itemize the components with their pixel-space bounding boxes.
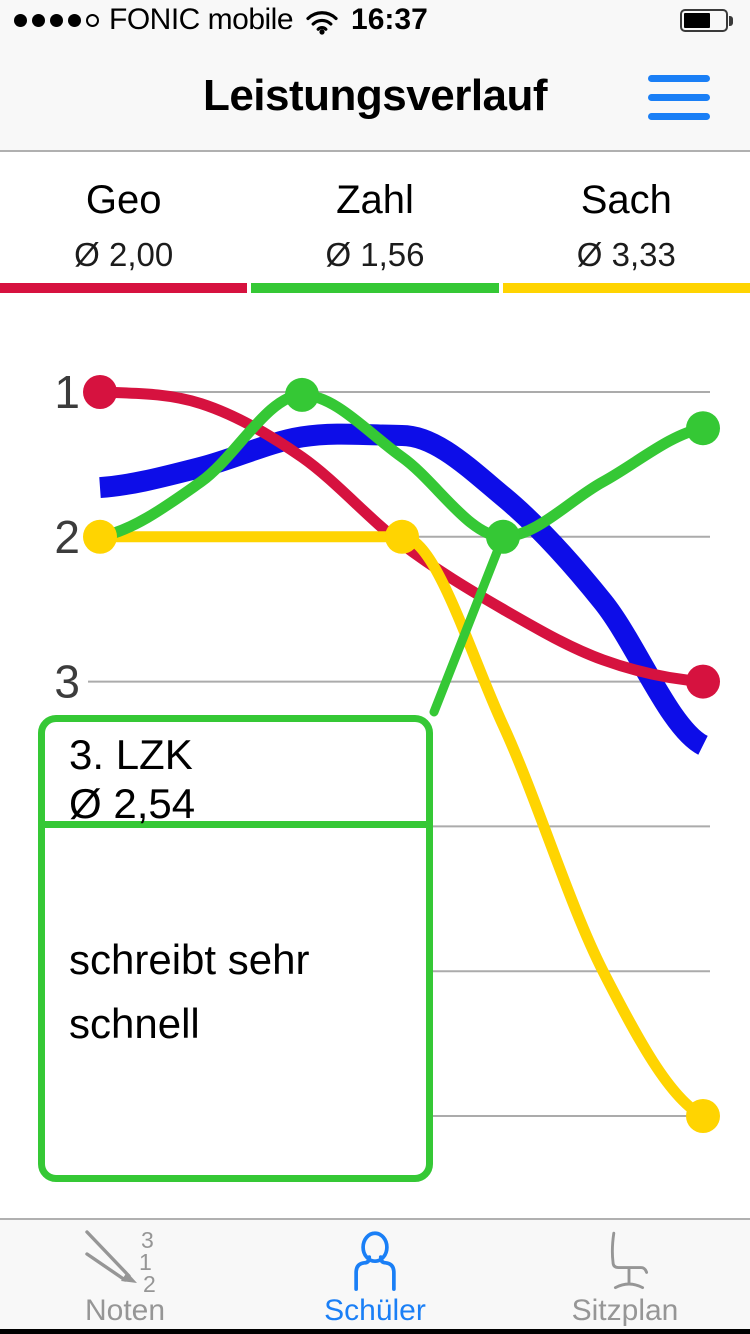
signal-dot — [86, 13, 99, 27]
clock-label: 16:37 — [351, 3, 428, 36]
tooltip-header: 3. LZK Ø 2,54 — [45, 722, 426, 828]
subject-tab-zahl[interactable]: Zahl Ø 1,56 — [251, 152, 499, 295]
series-line-sach — [100, 531, 706, 1121]
subject-name: Geo — [85, 178, 162, 222]
svg-text:2: 2 — [143, 1271, 156, 1294]
data-point-marker-zahl[interactable] — [285, 377, 319, 412]
carrier-label: FONIC mobile — [109, 3, 294, 36]
subject-name: Zahl — [336, 178, 414, 222]
data-point-marker-geo[interactable] — [83, 375, 117, 409]
subject-name: Sach — [580, 178, 672, 222]
datapoint-tooltip: 3. LZK Ø 2,54 schreibt sehr schnell — [38, 715, 433, 1182]
signal-strength-icon — [14, 13, 99, 27]
y-axis-label: 2 — [54, 511, 80, 563]
subject-average: Ø 1,56 — [325, 236, 425, 273]
tab-label: Sitzplan — [571, 1294, 679, 1327]
subject-tab-sach[interactable]: Sach Ø 3,33 — [502, 152, 750, 295]
battery-fill — [684, 12, 711, 28]
series-line-unlabeled-blue-average — [99, 423, 709, 755]
page-title: Leistungsverlauf — [202, 71, 548, 120]
person-icon — [354, 1231, 396, 1291]
signal-dot — [50, 13, 63, 27]
pencil-grades-icon: 3 1 2 — [85, 1230, 156, 1294]
subject-color-bar — [251, 283, 499, 293]
subject-average: Ø 3,33 — [576, 236, 676, 273]
tab-label: Schüler — [324, 1294, 426, 1327]
selection-connector-line — [429, 532, 508, 717]
hamburger-bar — [648, 75, 710, 82]
data-point-marker-sach[interactable] — [83, 519, 117, 554]
wifi-icon — [306, 11, 338, 35]
hamburger-bar — [648, 113, 710, 120]
subject-tabs: Geo Ø 2,00 Zahl Ø 1,56 Sach Ø 3,33 — [0, 152, 750, 295]
header: FONIC mobile 16:37 Leistungsverlauf — [0, 0, 750, 152]
data-point-marker-geo[interactable] — [686, 664, 720, 699]
tab-bar: 3 1 2 Noten Schüler Sitzplan — [0, 1218, 750, 1334]
hamburger-menu-button[interactable] — [648, 75, 710, 120]
tab-sitzplan[interactable]: Sitzplan — [500, 1220, 750, 1334]
screen-edge — [0, 1329, 750, 1334]
y-axis-label: 1 — [54, 366, 80, 418]
y-axis-label: 3 — [54, 656, 80, 708]
svg-text:3: 3 — [141, 1230, 154, 1253]
signal-dot — [68, 13, 81, 27]
data-point-marker-sach[interactable] — [686, 1099, 720, 1133]
hamburger-bar — [648, 94, 710, 101]
signal-dot — [32, 13, 45, 27]
tab-label: Noten — [84, 1294, 166, 1327]
subject-tab-geo[interactable]: Geo Ø 2,00 — [0, 152, 248, 295]
battery-nub — [729, 15, 733, 26]
signal-dot — [14, 13, 27, 27]
tooltip-title: 3. LZK — [69, 731, 193, 778]
subject-color-bar — [502, 283, 750, 293]
status-bar: FONIC mobile 16:37 — [0, 0, 750, 40]
tab-schueler[interactable]: Schüler — [250, 1220, 500, 1334]
data-point-marker-zahl[interactable] — [486, 519, 520, 554]
chair-icon — [610, 1231, 649, 1290]
series-line-zahl — [98, 389, 705, 543]
svg-text:1: 1 — [139, 1249, 152, 1275]
battery-icon — [680, 8, 733, 32]
data-point-marker-zahl[interactable] — [686, 411, 720, 446]
tab-noten[interactable]: 3 1 2 Noten — [0, 1220, 250, 1334]
tooltip-average: Ø 2,54 — [69, 780, 196, 827]
tooltip-comment: schreibt sehr schnell — [69, 936, 310, 1047]
subject-color-bar — [0, 283, 248, 293]
data-point-marker-sach[interactable] — [385, 519, 419, 554]
subject-average: Ø 2,00 — [74, 236, 174, 273]
